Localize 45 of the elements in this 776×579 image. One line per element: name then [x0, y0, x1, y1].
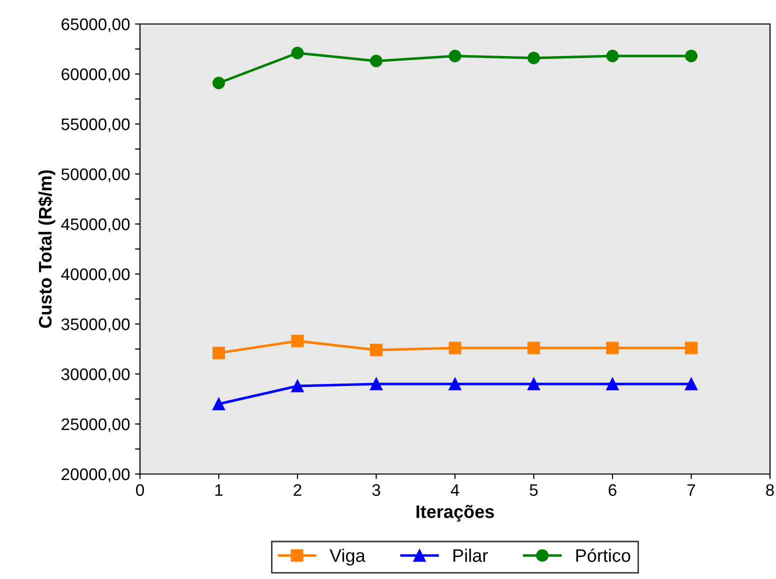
point: [528, 378, 540, 390]
point: [291, 380, 304, 392]
y-tick-label: 65000,00: [62, 18, 130, 32]
point: [448, 342, 462, 354]
x-tick-label: 3: [372, 484, 380, 496]
y-tick-label: 20000,00: [62, 468, 130, 482]
x-axis-title: Iterações: [416, 504, 494, 522]
point: [370, 344, 382, 356]
point: [448, 378, 462, 390]
x-tick-label: 4: [450, 484, 460, 496]
point: [212, 398, 225, 410]
x-tick-label: 5: [530, 484, 538, 496]
y-tick-label: 55000,00: [61, 118, 130, 132]
y-tick-label: 40000,00: [61, 268, 130, 282]
x-tick-label: 8: [766, 484, 774, 496]
x-tick-label: 1: [215, 484, 223, 496]
point: [212, 76, 225, 90]
point: [685, 342, 698, 354]
point: [291, 46, 304, 60]
x-tick-label: 0: [136, 484, 144, 496]
point: [370, 378, 382, 390]
point: [528, 52, 540, 64]
x-tick-label: 7: [687, 484, 696, 496]
y-tick-label: 35000,00: [61, 318, 130, 332]
legend-label: Pilar: [454, 548, 488, 562]
y-tick-label: 60000,00: [62, 68, 130, 82]
legend-label: Pórtico: [576, 548, 630, 562]
y-tick-label: 50000,00: [61, 168, 130, 182]
x-tick-label: 2: [294, 484, 302, 496]
point: [685, 50, 698, 62]
point: [606, 378, 619, 390]
point: [448, 50, 462, 62]
point: [606, 342, 619, 354]
point: [606, 50, 619, 62]
legend-label: Viga: [330, 548, 366, 566]
y-tick-label: 25000,00: [62, 418, 130, 432]
y-axis-title: Custo Total (R$/m): [38, 170, 56, 328]
y-tick-label: 30000,00: [61, 368, 130, 382]
x-tick-label: 6: [608, 484, 616, 496]
point: [370, 54, 382, 68]
point: [685, 378, 698, 390]
y-tick-label: 45000,00: [61, 218, 130, 232]
point: [528, 342, 540, 354]
point: [212, 346, 225, 360]
point: [291, 334, 304, 348]
